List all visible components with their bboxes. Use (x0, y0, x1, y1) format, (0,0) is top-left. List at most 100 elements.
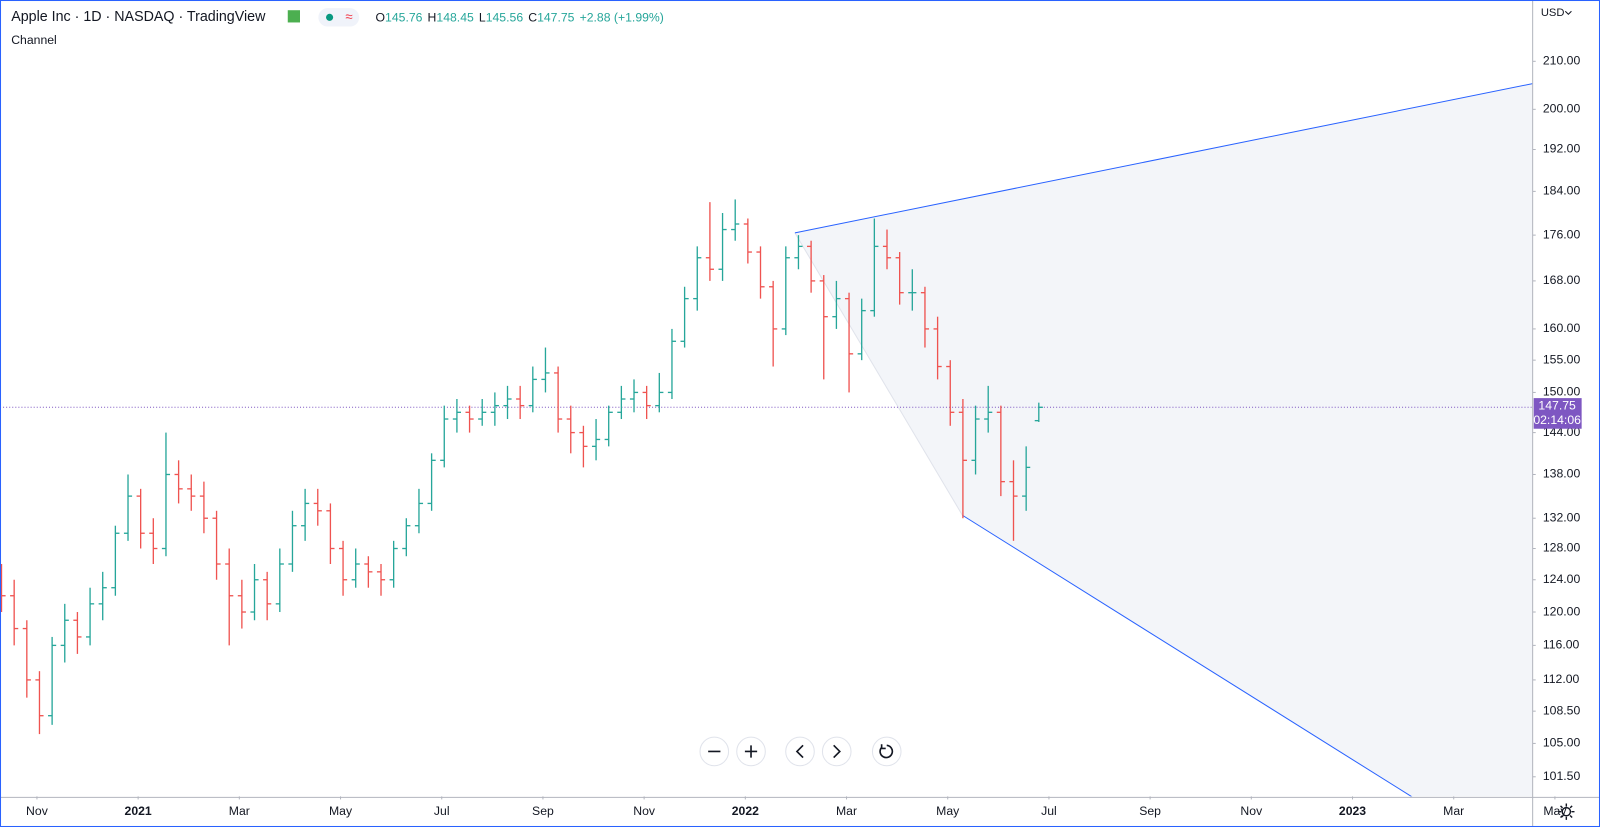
y-tick-label: 112.00 (1543, 672, 1580, 686)
y-tick-label: 155.00 (1543, 352, 1581, 366)
ohlc-bar (958, 399, 967, 519)
scroll-left-button[interactable] (785, 736, 815, 767)
ohlc-bar (35, 671, 44, 735)
ohlc-bar (731, 199, 740, 241)
ohlc-bar (566, 405, 575, 454)
x-tick-label: May (1543, 804, 1567, 818)
y-tick-label: 132.00 (1543, 510, 1581, 524)
ohlc-bar (85, 587, 95, 646)
indicator-label: Channel (11, 33, 57, 47)
ohlc-bar (225, 548, 234, 646)
channel-top (794, 83, 1533, 234)
x-tick-label: 2023 (1339, 804, 1366, 818)
ohlc-bar (478, 399, 487, 426)
ohlc-bar (857, 298, 866, 361)
ohlc-bar (402, 518, 411, 557)
ohlc-bar (351, 548, 360, 588)
ohlc-bar (250, 564, 259, 621)
y-tick-label: 116.00 (1543, 638, 1580, 652)
ohlc-bar (98, 571, 107, 621)
flag-icon[interactable] (287, 10, 300, 23)
ohlc-key: H (428, 11, 437, 25)
ohlc-legend: O145.76 H148.45 L145.56 C147.75 +2.88 (+1.99… (376, 11, 664, 25)
ohlc-bar (933, 316, 942, 380)
channel-fill (794, 83, 1533, 797)
ohlc-bar (807, 240, 816, 293)
channel-bottom (962, 514, 1413, 797)
ohlc-bar (832, 280, 841, 329)
ohlc-bar (48, 636, 57, 725)
channel-edge (794, 232, 963, 516)
ohlc-bar (705, 202, 714, 281)
y-tick-label: 160.00 (1543, 321, 1581, 335)
ohlc-bar (667, 328, 677, 400)
ohlc-bar (376, 564, 386, 596)
reset-button[interactable] (871, 736, 902, 767)
ohlc-bar (1034, 402, 1043, 422)
x-tick-label: Jul (1041, 804, 1057, 818)
ohlc-value: 145.56 (486, 11, 524, 25)
ohlc-bar (680, 286, 689, 348)
ohlc-key: L (479, 11, 486, 25)
ohlc-bar (503, 385, 512, 420)
y-tick-label: 138.00 (1543, 467, 1581, 481)
ohlc-bar (920, 286, 930, 348)
scroll-right-button[interactable] (821, 736, 852, 767)
x-tick-label: Sep (1139, 804, 1161, 818)
nav-buttons (699, 736, 902, 767)
ohlc-key: O (376, 11, 386, 25)
status-pill (318, 8, 360, 27)
ohlc-bar (237, 579, 246, 629)
ohlc-bar (364, 556, 373, 588)
ohlc-bar (149, 518, 158, 565)
ohlc-bar (718, 213, 727, 281)
ohlc-bar (844, 292, 854, 393)
ohlc-bar (528, 366, 537, 413)
x-tick-label: Nov (633, 804, 656, 818)
ohlc-bar (490, 392, 499, 426)
settings-button[interactable] (1558, 803, 1575, 820)
y-tick-label: 192.00 (1543, 142, 1581, 156)
currency-caret (1564, 10, 1572, 16)
ohlc-bar (136, 488, 145, 549)
ohlc-bar (389, 540, 398, 588)
currency[interactable]: USD (1541, 7, 1565, 19)
y-tick-label: 150.00 (1543, 385, 1581, 399)
countdown-label: 02:14:06 (1533, 413, 1581, 427)
ohlc-bar (629, 379, 639, 413)
last-price-label: 147.75 (1538, 399, 1576, 413)
y-tick-label: 105.00 (1543, 736, 1581, 750)
ohlc-bar (794, 235, 803, 270)
x-tick-label: May (936, 804, 960, 818)
y-tick-label: 120.00 (1543, 604, 1581, 618)
ohlc-value: 145.76 (385, 11, 423, 25)
ohlc-bar (756, 246, 765, 299)
ohlc-bar (579, 425, 588, 468)
status-dot (326, 13, 334, 21)
ohlc-bar (541, 347, 550, 393)
x-tick-label: Nov (1240, 804, 1263, 818)
x-tick-label: Mar (836, 804, 857, 818)
ohlc-bar (984, 385, 993, 433)
ohlc-bar (655, 372, 664, 413)
x-tick-label: Mar (229, 804, 250, 818)
ohlc-bar (554, 366, 563, 433)
ohlc-bar (22, 620, 31, 698)
ohlc-bar (338, 540, 348, 596)
ohlc-bar (882, 229, 892, 270)
ohlc-bar (819, 275, 828, 380)
ohlc-value: 147.75 (537, 11, 575, 25)
ohlc-bar (326, 503, 335, 565)
ohlc-bar (73, 612, 82, 654)
x-tick-label: Jul (434, 804, 450, 818)
x-tick-label: Nov (26, 804, 49, 818)
ohlc-bar (275, 548, 284, 613)
ohlc-bar (199, 481, 208, 534)
ohlc-value: 148.45 (436, 11, 474, 25)
ohlc-bar (288, 510, 297, 572)
ohlc-bar (971, 405, 980, 475)
ohlc-bar (174, 460, 183, 504)
change: +2.88 (+1.99%) (580, 11, 664, 25)
